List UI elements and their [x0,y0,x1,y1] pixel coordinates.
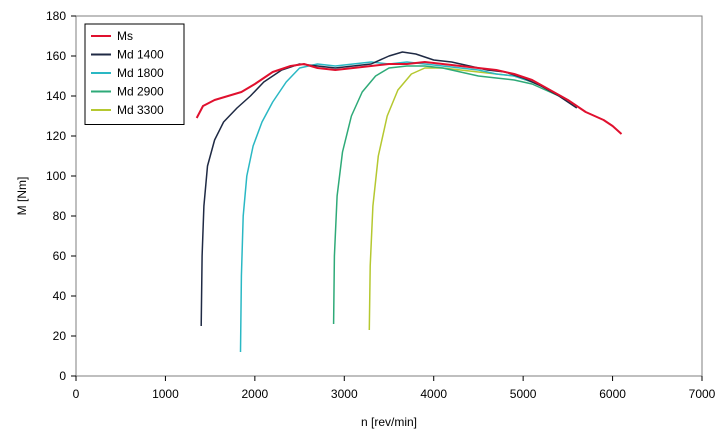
series-line-ms [195,61,623,135]
x-tick-label: 5000 [510,387,537,401]
y-tick-label: 100 [46,169,66,183]
x-tick-label: 0 [73,387,80,401]
series-line-md-1800 [239,61,578,353]
legend-label: Md 2900 [117,85,164,99]
y-tick-label: 80 [53,209,67,223]
y-axis-ticks: 0 20 40 60 80 100 120 140 160 180 [46,9,76,383]
y-tick-label: 160 [46,49,66,63]
y-tick-label: 0 [59,369,66,383]
series-line-md-2900 [332,65,578,325]
y-tick-label: 20 [53,329,67,343]
legend-box [84,23,185,125]
legend-label: Md 3300 [117,103,164,117]
x-axis-label: n [rev/min] [361,415,417,429]
x-tick-label: 3000 [331,387,358,401]
y-tick-label: 120 [46,129,66,143]
legend-label: Md 1400 [117,48,164,62]
plot-frame [75,15,703,377]
legend-label: Md 1800 [117,66,164,80]
x-tick-label: 2000 [242,387,269,401]
plot-area [75,15,703,377]
series-layer [195,51,623,353]
x-tick-label: 7000 [689,387,716,401]
x-axis-ticks: 0 1000 2000 3000 4000 5000 6000 7000 [73,376,716,401]
y-axis-label: M [Nm] [15,177,29,216]
legend: Ms Md 1400 Md 1800 Md 2900 Md 3300 [84,23,185,125]
x-tick-label: 4000 [420,387,447,401]
legend-label: Ms [117,29,133,43]
x-tick-label: 6000 [599,387,626,401]
y-tick-label: 60 [53,249,67,263]
y-tick-label: 40 [53,289,67,303]
y-tick-label: 180 [46,9,66,23]
x-tick-label: 1000 [152,387,179,401]
y-tick-label: 140 [46,89,66,103]
